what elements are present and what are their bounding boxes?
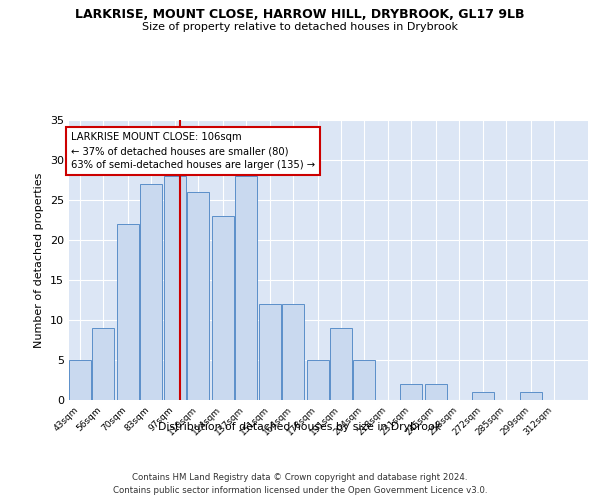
Bar [187, 192, 209, 400]
Bar [425, 384, 447, 400]
Y-axis label: Number of detached properties: Number of detached properties [34, 172, 44, 348]
Bar [212, 216, 234, 400]
Bar [307, 360, 329, 400]
Bar [259, 304, 281, 400]
Bar [330, 328, 352, 400]
Bar [117, 224, 139, 400]
Bar [353, 360, 374, 400]
Bar [520, 392, 542, 400]
Bar [70, 360, 91, 400]
Bar [472, 392, 494, 400]
Text: Size of property relative to detached houses in Drybrook: Size of property relative to detached ho… [142, 22, 458, 32]
Text: LARKRISE MOUNT CLOSE: 106sqm
← 37% of detached houses are smaller (80)
63% of se: LARKRISE MOUNT CLOSE: 106sqm ← 37% of de… [71, 132, 315, 170]
Bar [92, 328, 115, 400]
Bar [400, 384, 422, 400]
Text: Distribution of detached houses by size in Drybrook: Distribution of detached houses by size … [158, 422, 442, 432]
Bar [140, 184, 162, 400]
Text: LARKRISE, MOUNT CLOSE, HARROW HILL, DRYBROOK, GL17 9LB: LARKRISE, MOUNT CLOSE, HARROW HILL, DRYB… [75, 8, 525, 20]
Text: Contains public sector information licensed under the Open Government Licence v3: Contains public sector information licen… [113, 486, 487, 495]
Text: Contains HM Land Registry data © Crown copyright and database right 2024.: Contains HM Land Registry data © Crown c… [132, 472, 468, 482]
Bar [283, 304, 304, 400]
Bar [164, 176, 187, 400]
Bar [235, 176, 257, 400]
